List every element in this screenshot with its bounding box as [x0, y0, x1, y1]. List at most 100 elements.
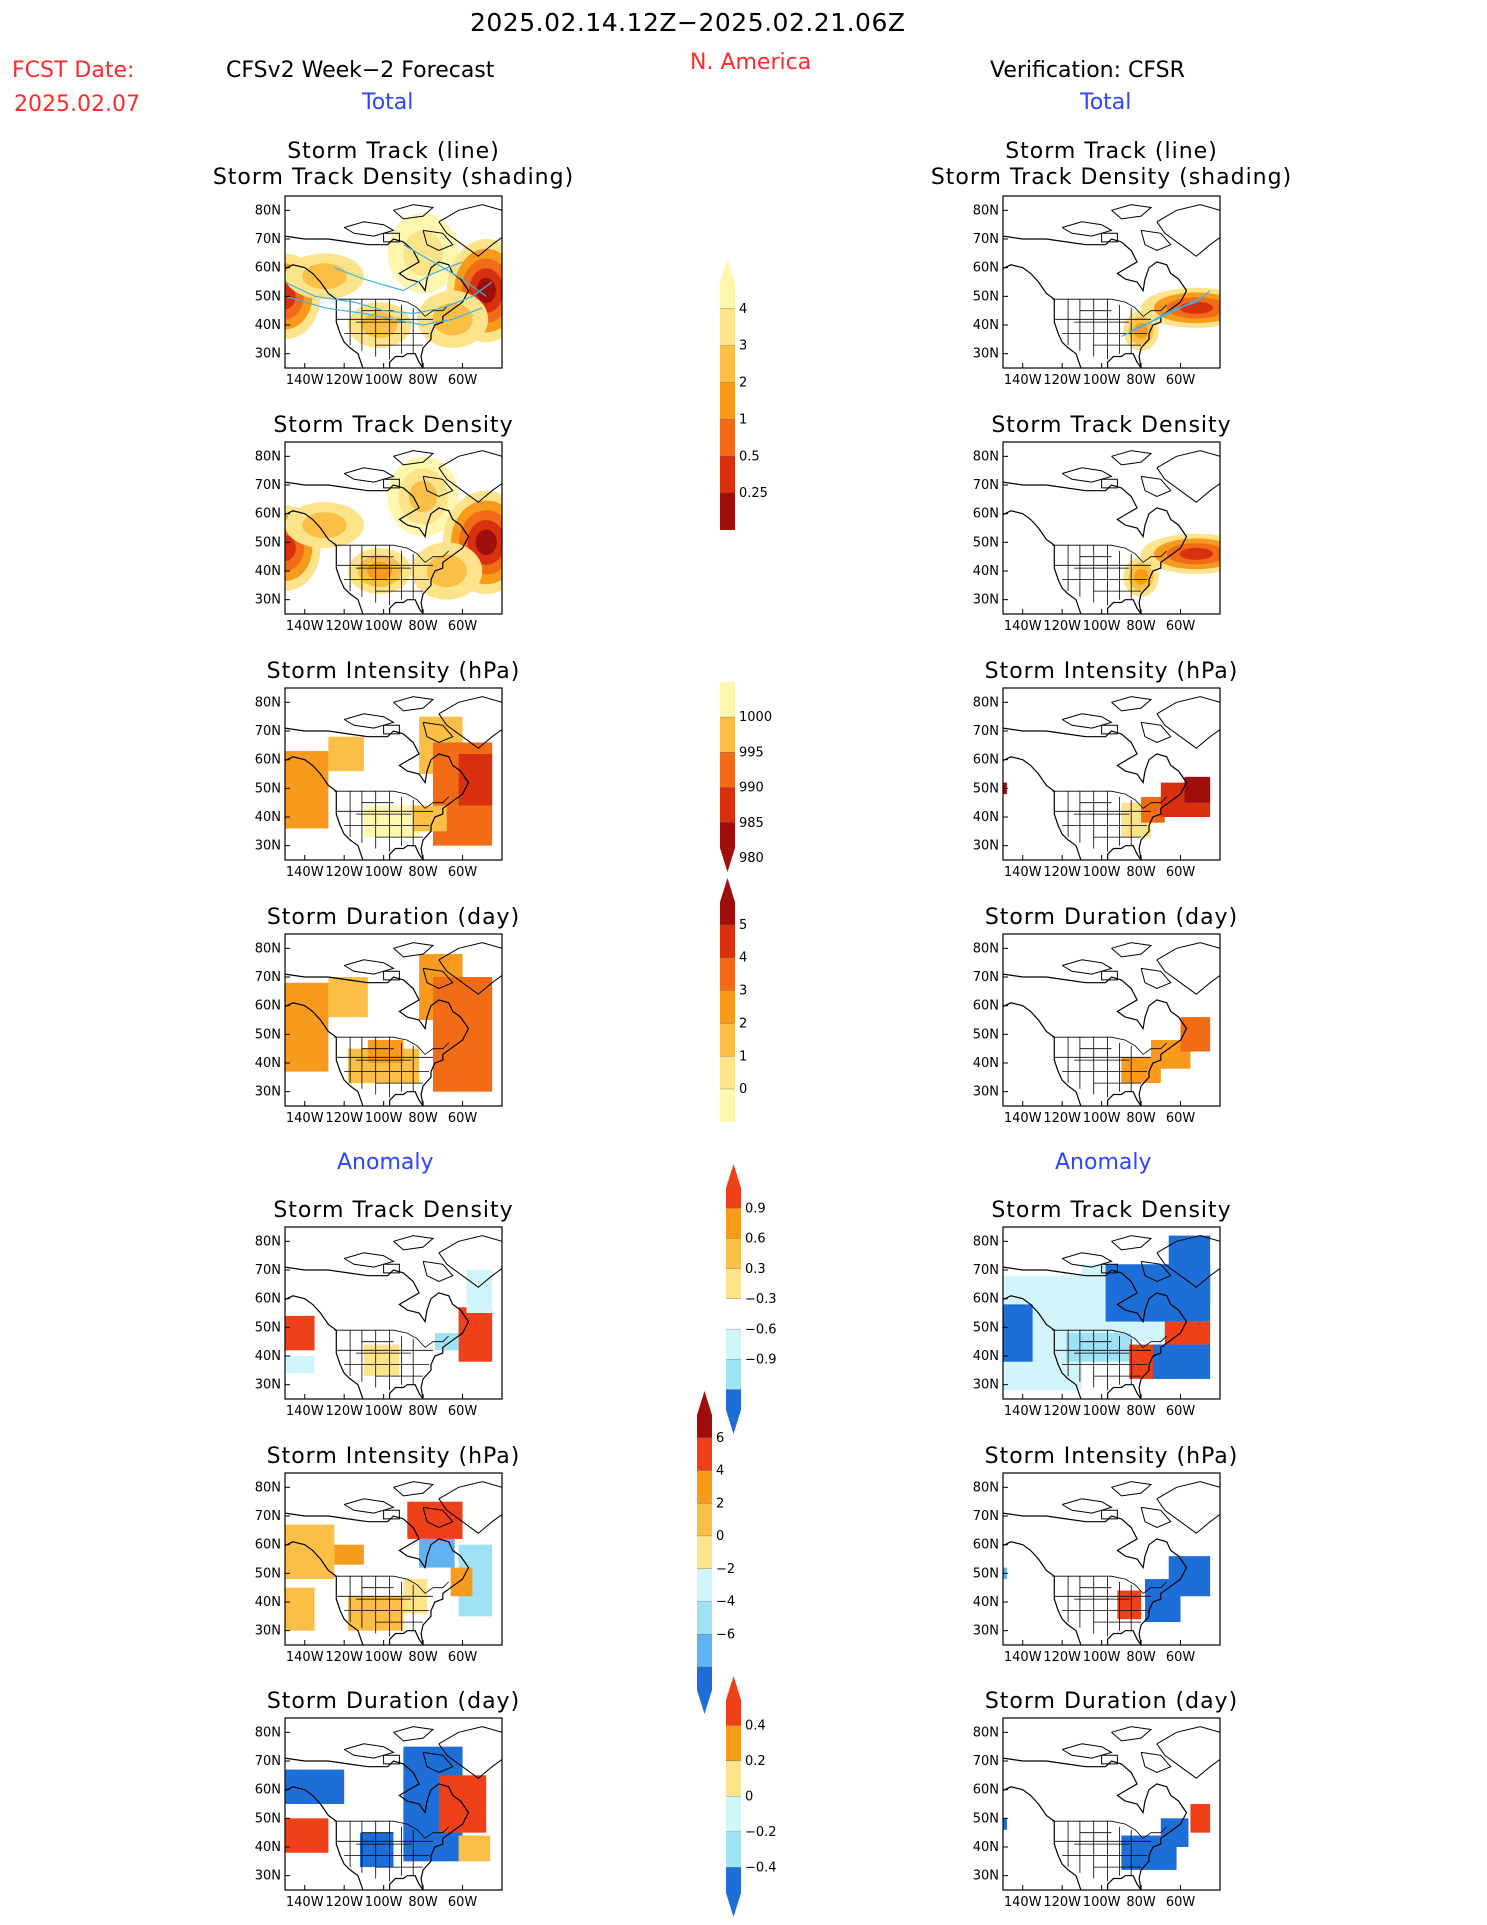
- lon-tick-label: 120W: [325, 619, 363, 634]
- colorbar-label: 0: [745, 1790, 753, 1805]
- panel-frame: [1002, 687, 1221, 861]
- colorbar-cap: [720, 878, 735, 925]
- lat-tick-label: 40N: [255, 564, 281, 579]
- colorbar-segment: [720, 1056, 735, 1090]
- map-panel: 80N 70N 60N 50N 40N 30N 140W 120W 100W 80W 60W Stor…: [973, 1689, 1238, 1910]
- shade-cell: [285, 982, 329, 1072]
- island-outline: [1111, 696, 1153, 712]
- lat-tick-label: 70N: [255, 1509, 281, 1524]
- island-outline: [1156, 1726, 1220, 1779]
- island-outline: [1101, 232, 1118, 243]
- lon-tick-label: 80W: [408, 1895, 438, 1910]
- lon-tick-label: 120W: [1043, 1895, 1081, 1910]
- island-outline: [438, 204, 502, 257]
- colorbar-label: 5: [739, 918, 747, 933]
- shade-cell: [285, 1818, 329, 1853]
- island-outline: [1061, 713, 1113, 729]
- shade-cell: [359, 1832, 394, 1868]
- lon-tick-label: 120W: [1043, 1111, 1081, 1126]
- shade-cell: [1003, 1304, 1033, 1362]
- lon-tick-label: 80W: [408, 619, 438, 634]
- island-outline: [1140, 721, 1172, 744]
- map-panel: 80N 70N 60N 50N 40N 30N 140W 120W 100W 80W 60W Stor…: [255, 1198, 513, 1419]
- lon-tick-label: 140W: [286, 373, 324, 388]
- map-area: [1003, 1718, 1220, 1890]
- island-outline: [422, 1260, 454, 1283]
- island-outline: [1111, 1481, 1153, 1497]
- lon-tick-label: 80W: [408, 1111, 438, 1126]
- lat-tick-label: 60N: [255, 999, 281, 1014]
- lon-tick-label: 60W: [1166, 1404, 1196, 1419]
- colorbar: 1000 995 990 985 980: [720, 682, 772, 872]
- lat-tick-label: 50N: [255, 1320, 281, 1335]
- island-outline: [343, 713, 395, 729]
- lat-tick-label: 80N: [255, 203, 281, 218]
- island-outline: [422, 1751, 454, 1774]
- lat-tick-label: 50N: [255, 781, 281, 796]
- lon-tick-label: 80W: [408, 1650, 438, 1665]
- island-outline: [383, 970, 400, 981]
- lon-tick-label: 80W: [408, 865, 438, 880]
- island-outline: [383, 232, 400, 243]
- colorbar-cap: [726, 1389, 741, 1434]
- shade-cell: [334, 1544, 364, 1565]
- shade-cell: [1117, 1590, 1142, 1620]
- colorbar-label: 980: [739, 851, 764, 866]
- island-outline: [343, 959, 395, 975]
- island-outline: [1061, 959, 1113, 975]
- lat-tick-label: 40N: [255, 810, 281, 825]
- island-outline: [422, 1506, 454, 1529]
- state-border: [334, 544, 449, 563]
- lon-tick-label: 60W: [448, 373, 478, 388]
- map-area: [1003, 442, 1220, 614]
- lon-tick-label: 120W: [325, 373, 363, 388]
- lat-tick-label: 40N: [973, 564, 999, 579]
- lon-tick-label: 80W: [1126, 619, 1156, 634]
- panel-subtitle: Storm Track Density (shading): [931, 165, 1292, 190]
- lat-tick-label: 40N: [255, 1056, 281, 1071]
- colorbar-segment: [726, 1761, 741, 1797]
- lat-tick-label: 30N: [973, 839, 999, 854]
- lat-tick-label: 60N: [973, 753, 999, 768]
- colorbar-segment: [697, 1601, 712, 1635]
- lat-tick-label: 50N: [973, 1027, 999, 1042]
- lat-tick-label: 80N: [973, 449, 999, 464]
- lat-tick-label: 80N: [255, 1234, 281, 1249]
- island-outline: [393, 942, 435, 958]
- colorbar-segment: [720, 1089, 735, 1122]
- period-title: 2025.02.14.12Z−2025.02.21.06Z: [470, 8, 906, 37]
- shade-cell: [1184, 776, 1211, 803]
- left-anomaly-label: Anomaly: [337, 1150, 434, 1175]
- lon-tick-label: 100W: [1083, 1895, 1121, 1910]
- island-outline: [1156, 450, 1220, 503]
- panel-title: Storm Intensity (hPa): [267, 659, 521, 684]
- island-outline: [343, 1252, 395, 1268]
- lat-tick-label: 40N: [973, 1056, 999, 1071]
- island-outline: [438, 942, 502, 995]
- island-outline: [343, 467, 395, 483]
- island-outline: [438, 1481, 502, 1534]
- shade-cell: [432, 977, 493, 1092]
- map-area: [285, 934, 502, 1106]
- lat-tick-label: 70N: [973, 970, 999, 985]
- lat-tick-label: 70N: [973, 478, 999, 493]
- shade-cell: [434, 1333, 459, 1351]
- shade-cell: [413, 805, 447, 832]
- colorbar-segment: [720, 493, 735, 530]
- lat-tick-label: 60N: [255, 1292, 281, 1307]
- lon-tick-label: 120W: [325, 1895, 363, 1910]
- island-outline: [1140, 1260, 1172, 1283]
- state-border: [334, 1036, 449, 1055]
- island-outline: [1156, 696, 1220, 749]
- lon-tick-label: 80W: [408, 373, 438, 388]
- storm-track-line: [334, 261, 463, 292]
- island-outline: [1140, 229, 1172, 252]
- lon-tick-label: 80W: [1126, 865, 1156, 880]
- colorbar-segment: [720, 1023, 735, 1057]
- colorbar-segment: [720, 345, 735, 383]
- island-outline: [1111, 1726, 1153, 1742]
- colorbar-segment: [697, 1634, 712, 1668]
- panel-title: Storm Duration (day): [985, 1689, 1238, 1714]
- shade-blob: [409, 480, 438, 513]
- lon-tick-label: 100W: [365, 1895, 403, 1910]
